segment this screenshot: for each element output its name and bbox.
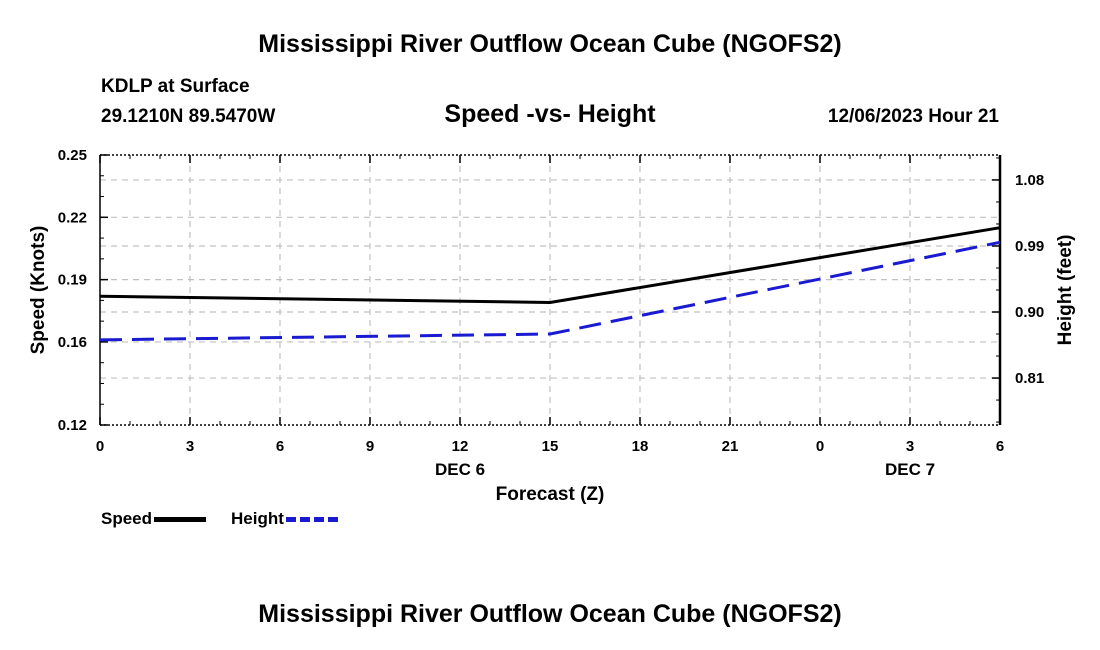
tick-labels: 0 3 6 9 12 15 18 21 0 3 6 DEC 6 DEC 7 0.12 0.16 0.19 0.2… <box>58 147 1044 479</box>
y-tick-label: 0.22 <box>58 209 87 226</box>
y2-tick-label: 1.08 <box>1015 172 1044 189</box>
axes <box>99 154 1002 426</box>
x-tick-label: 6 <box>276 438 284 455</box>
station-coords: 29.1210N 89.5470W <box>101 106 276 127</box>
x-tick-label: 18 <box>632 438 649 455</box>
x-tick-label: 21 <box>722 438 739 455</box>
date-label: DEC 7 <box>885 460 935 479</box>
legend-height-swatch <box>285 516 338 522</box>
x-tick-label: 3 <box>186 438 194 455</box>
y-tick-label: 0.16 <box>58 334 87 351</box>
forecast-datetime: 12/06/2023 Hour 21 <box>827 106 999 127</box>
y2-tick-label: 0.81 <box>1015 370 1044 387</box>
chart: 0 3 6 9 12 15 18 21 0 3 6 DEC 6 DEC 7 0.12 0.16 0.19 0.2… <box>28 147 1076 505</box>
chart-title: Speed -vs- Height <box>444 100 656 128</box>
x-tick-label: 0 <box>816 438 824 455</box>
x-tick-label: 3 <box>906 438 914 455</box>
x-axis-label: Forecast (Z) <box>496 484 605 505</box>
x-tick-label: 9 <box>366 438 374 455</box>
legend-height-label: Height <box>231 509 284 528</box>
y-tick-label: 0.25 <box>58 147 87 164</box>
legend-height: Height <box>231 509 338 529</box>
grid-lines <box>100 155 1000 425</box>
x-tick-label: 6 <box>996 438 1004 455</box>
y-tick-label: 0.19 <box>58 272 87 289</box>
x-tick-label: 12 <box>452 438 469 455</box>
date-label: DEC 6 <box>435 460 485 479</box>
legend-speed-label: Speed <box>101 509 153 528</box>
x-tick-label: 0 <box>96 438 104 455</box>
y2-axis-label: Height (feet) <box>1055 235 1076 346</box>
y2-tick-label: 0.99 <box>1015 238 1044 255</box>
y2-tick-label: 0.90 <box>1015 304 1044 321</box>
series-lines <box>99 226 1001 342</box>
legend-speed-swatch <box>154 516 207 522</box>
station-label: KDLP at Surface <box>101 76 250 97</box>
series-line-height <box>99 240 1001 342</box>
x-tick-label: 15 <box>542 438 559 455</box>
main-title: Mississippi River Outflow Ocean Cube (NG… <box>258 30 842 58</box>
y-axis-label: Speed (Knots) <box>28 226 49 355</box>
footer-title: Mississippi River Outflow Ocean Cube (NG… <box>258 600 842 628</box>
series-line-speed <box>99 226 1001 304</box>
y-tick-label: 0.12 <box>58 417 87 434</box>
legend-speed: Speed <box>101 509 207 529</box>
